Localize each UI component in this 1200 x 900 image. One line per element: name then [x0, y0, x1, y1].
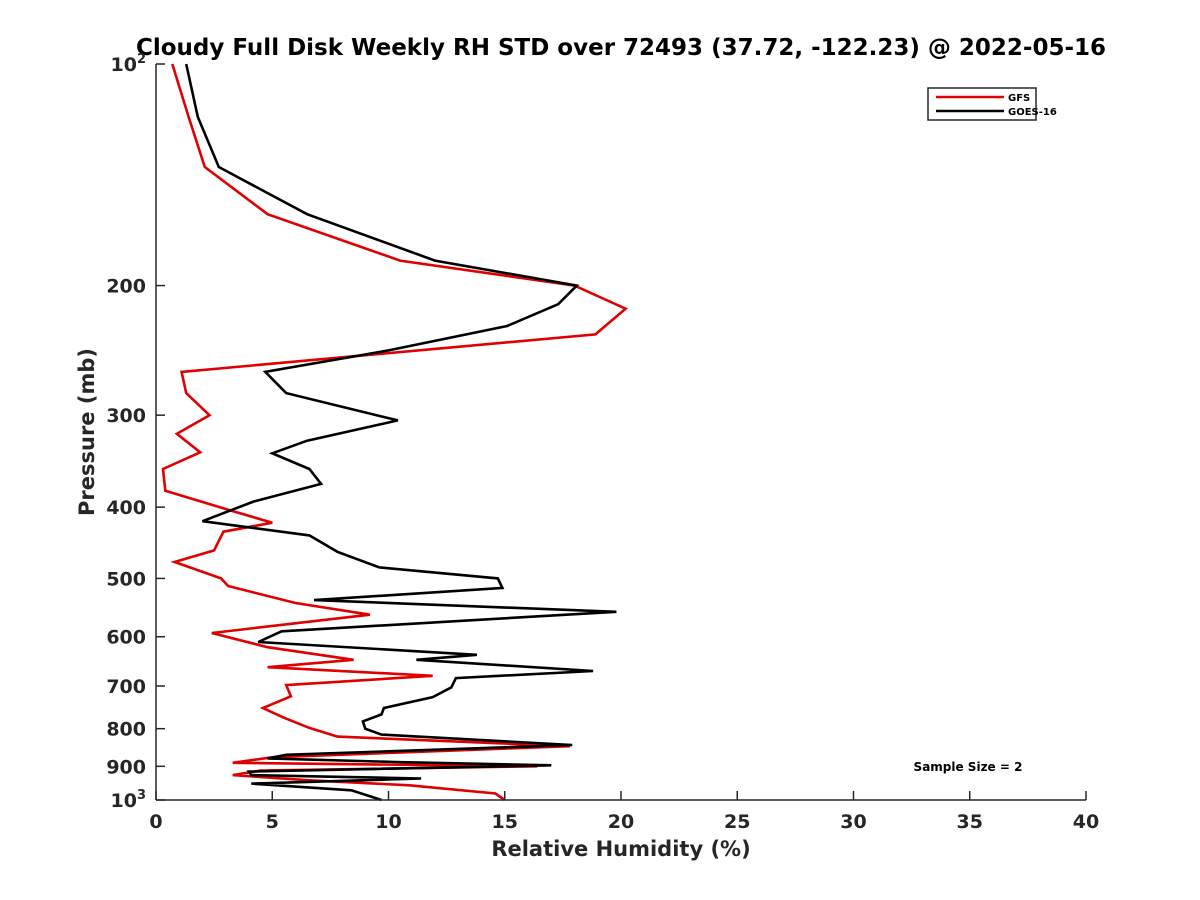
- y-tick-label-400: 400: [106, 497, 146, 519]
- x-axis-ticks: 0 5 10 15 20 25 30 35 40: [149, 791, 1099, 833]
- y-tick-label-800: 800: [106, 719, 146, 741]
- x-tick-label-0: 0: [149, 811, 162, 833]
- y-tick-label-exponent-1000: 3: [137, 788, 146, 803]
- x-tick-label-20: 20: [608, 811, 634, 833]
- legend-label-gfs: GFS: [1008, 93, 1030, 104]
- x-tick-label-10: 10: [375, 811, 401, 833]
- y-tick-label-base-100: 10: [111, 54, 137, 76]
- y-tick-label-1000: 103: [111, 788, 147, 812]
- y-tick-label-900: 900: [106, 756, 146, 778]
- x-tick-label-40: 40: [1073, 811, 1099, 833]
- legend-label-goes16: GOES-16: [1008, 107, 1057, 118]
- y-tick-label-base-1000: 10: [111, 790, 137, 812]
- chart-title: Cloudy Full Disk Weekly RH STD over 7249…: [136, 35, 1106, 61]
- y-tick-label-700: 700: [106, 676, 146, 698]
- series-line-goes-16: [184, 63, 617, 802]
- x-tick-label-5: 5: [266, 811, 279, 833]
- series-line-gfs: [161, 63, 629, 802]
- x-axis-label: Relative Humidity (%): [491, 837, 750, 861]
- legend: GFS GOES-16: [927, 87, 1057, 121]
- y-tick-label-exponent-100: 2: [137, 52, 146, 67]
- legend-box: [927, 87, 1037, 121]
- y-tick-label-600: 600: [106, 627, 146, 649]
- y-tick-label-200: 200: [106, 276, 146, 298]
- y-tick-label-500: 500: [106, 568, 146, 590]
- y-tick-label-300: 300: [106, 405, 146, 427]
- x-tick-label-35: 35: [957, 811, 983, 833]
- y-axis-label: Pressure (mb): [75, 348, 99, 516]
- y-tick-label-100: 102: [111, 52, 147, 76]
- x-tick-label-25: 25: [724, 811, 750, 833]
- x-tick-label-30: 30: [840, 811, 866, 833]
- x-tick-label-15: 15: [492, 811, 518, 833]
- plot-area: [161, 63, 629, 802]
- sample-size-annotation: Sample Size = 2: [914, 760, 1023, 774]
